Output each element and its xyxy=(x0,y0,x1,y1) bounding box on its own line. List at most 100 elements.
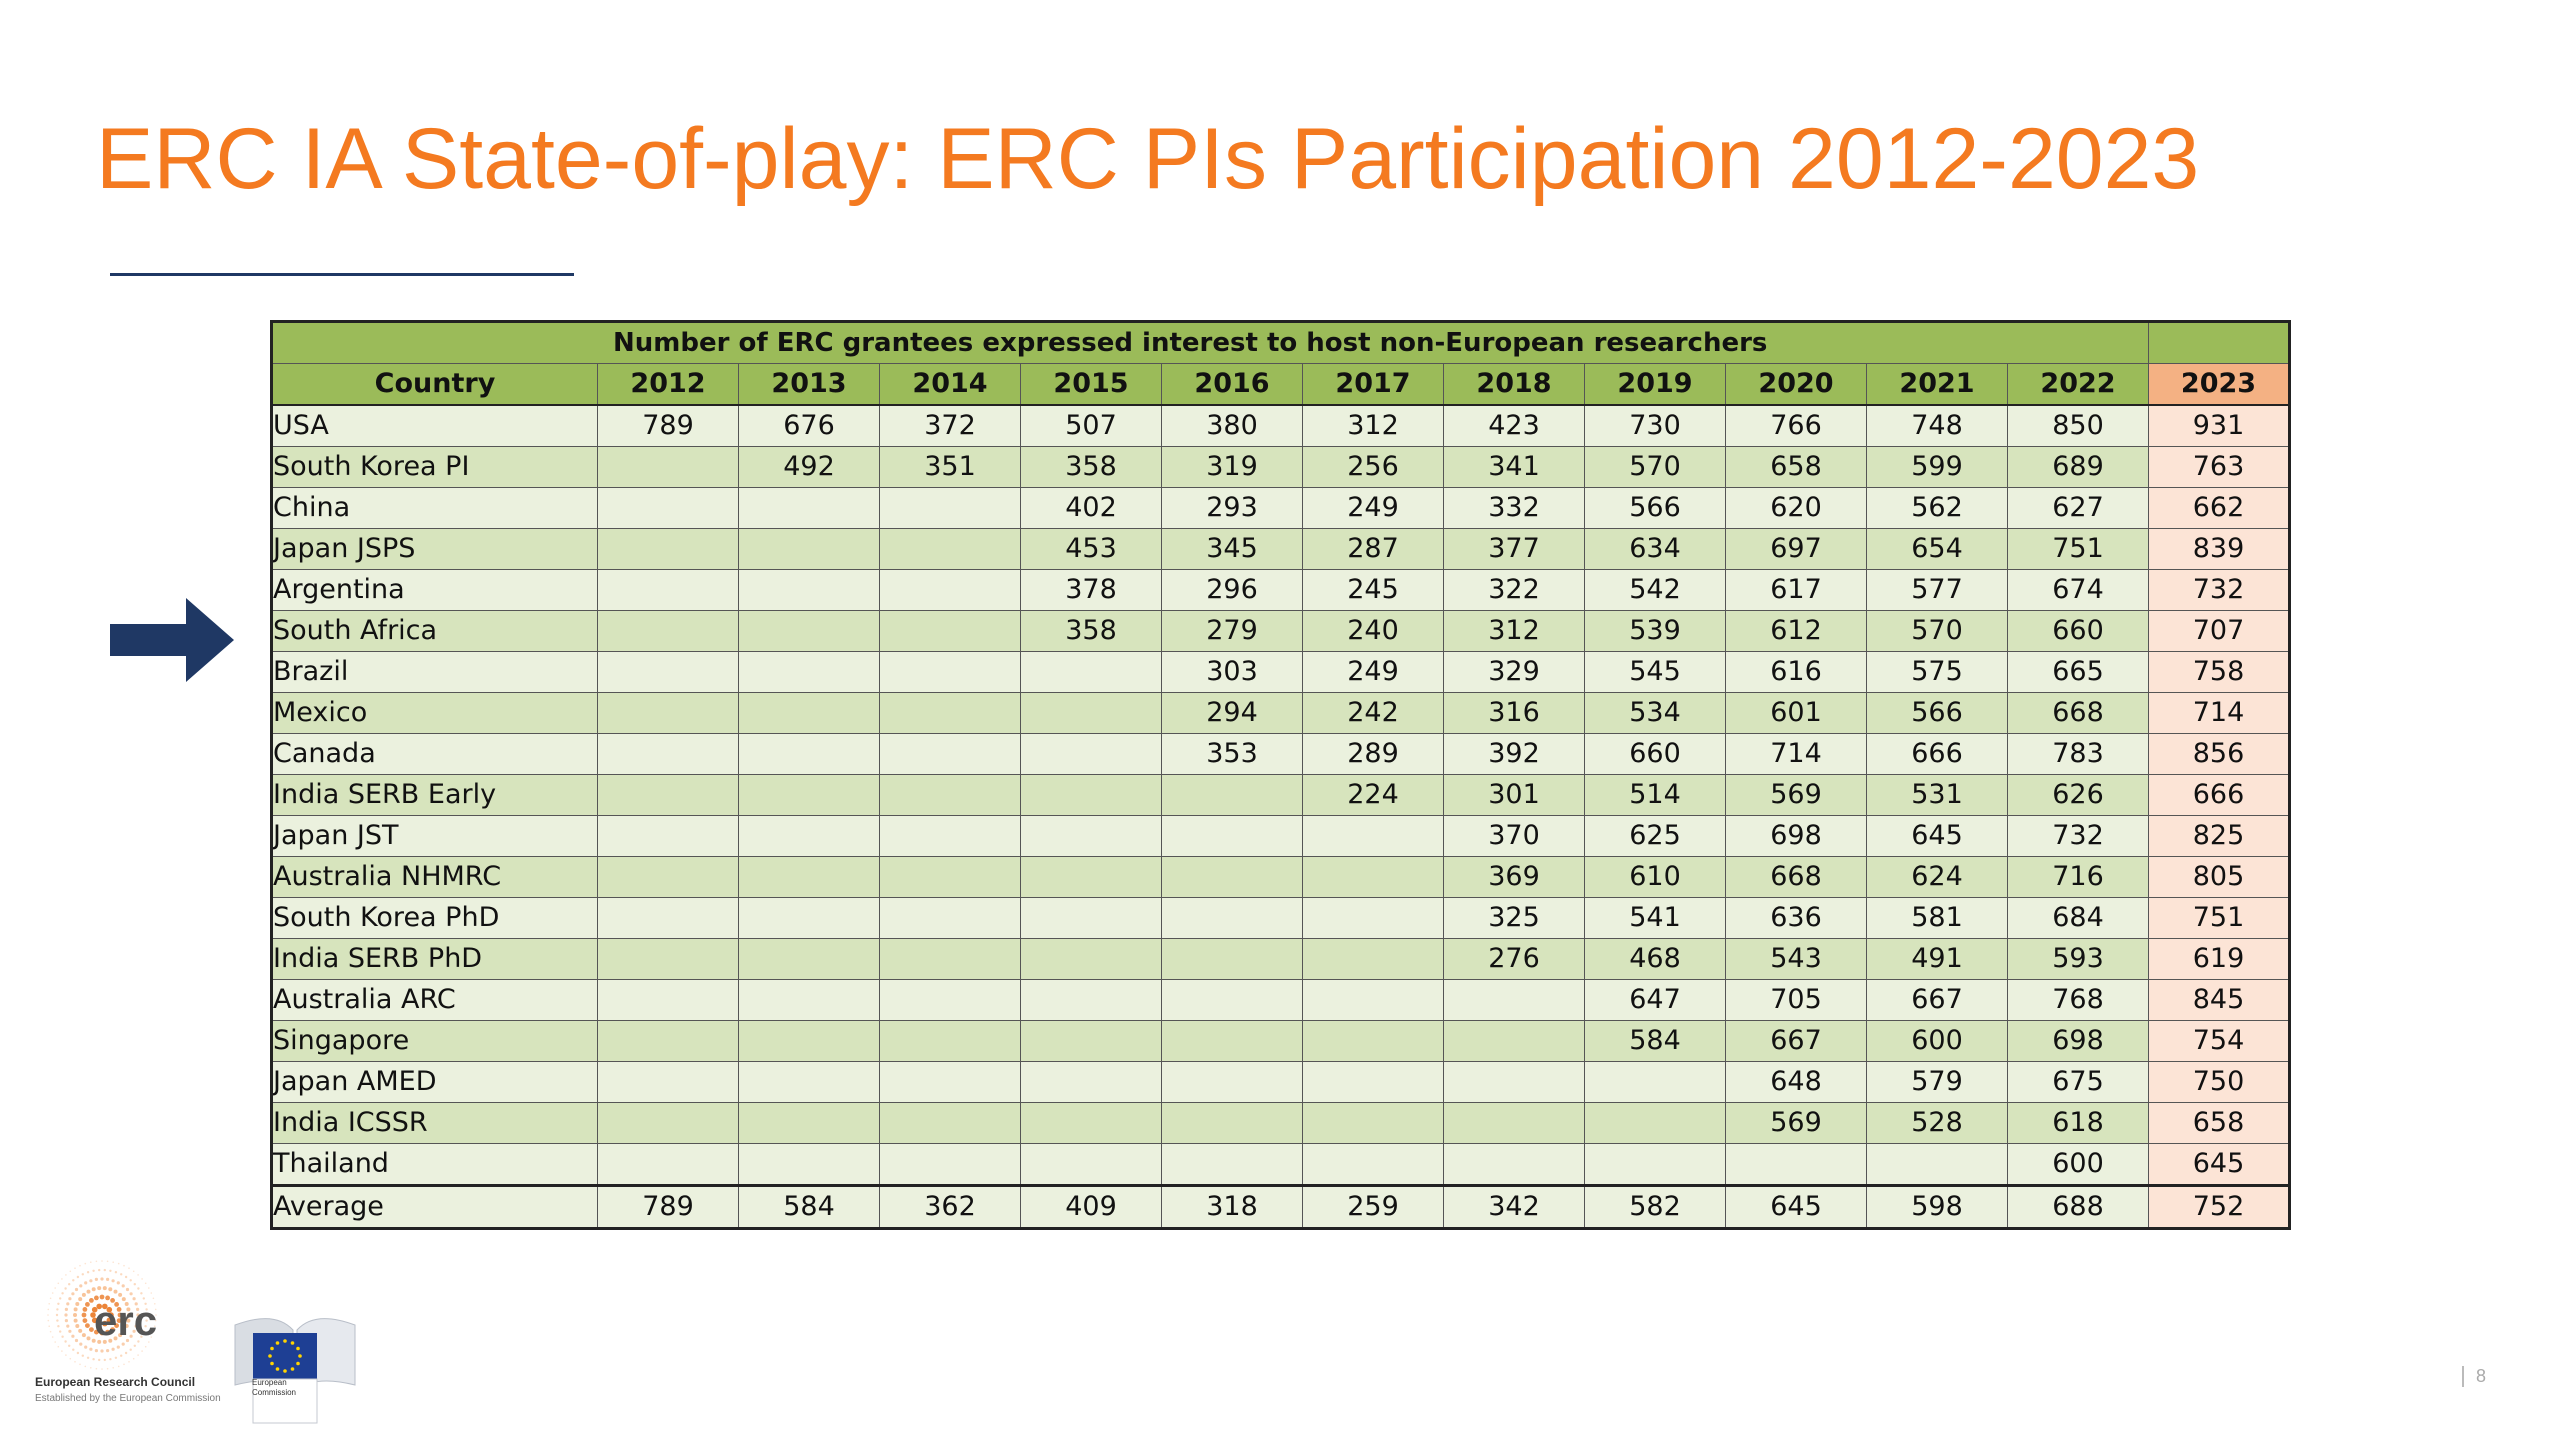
value-cell: 845 xyxy=(2148,979,2290,1021)
value-cell: 647 xyxy=(1584,979,1726,1021)
value-cell xyxy=(1020,1102,1162,1144)
value-cell: 660 xyxy=(2007,610,2149,652)
value-cell: 329 xyxy=(1443,651,1585,693)
value-cell: 539 xyxy=(1584,610,1726,652)
value-cell: 240 xyxy=(1302,610,1444,652)
value-cell xyxy=(1302,1102,1444,1144)
erc-tagline: Established by the European Commission xyxy=(35,1393,221,1404)
value-cell: 666 xyxy=(2148,774,2290,816)
table-row: India SERB Early 224 301 514 569 531 626 666 xyxy=(271,774,2290,816)
year-header: 2017 xyxy=(1302,363,1444,406)
value-cell: 491 xyxy=(1866,938,2008,980)
value-cell xyxy=(1584,1143,1726,1186)
value-cell: 279 xyxy=(1161,610,1303,652)
value-cell xyxy=(1161,774,1303,816)
year-header: 2016 xyxy=(1161,363,1303,406)
value-cell xyxy=(1161,1102,1303,1144)
value-cell: 636 xyxy=(1725,897,1867,939)
value-cell: 931 xyxy=(2148,404,2290,447)
value-cell xyxy=(1443,1102,1585,1144)
value-cell: 750 xyxy=(2148,1061,2290,1103)
value-cell: 658 xyxy=(1725,446,1867,488)
value-cell: 732 xyxy=(2007,815,2149,857)
value-cell: 276 xyxy=(1443,938,1585,980)
value-cell: 293 xyxy=(1161,487,1303,529)
average-cell: 584 xyxy=(738,1184,880,1229)
value-cell xyxy=(597,446,739,488)
value-cell xyxy=(738,610,880,652)
value-cell xyxy=(738,651,880,693)
value-cell: 758 xyxy=(2148,651,2290,693)
value-cell xyxy=(738,979,880,1021)
value-cell xyxy=(1443,1143,1585,1186)
value-cell xyxy=(879,1102,1021,1144)
value-cell: 377 xyxy=(1443,528,1585,570)
value-cell: 545 xyxy=(1584,651,1726,693)
value-cell xyxy=(1161,938,1303,980)
country-cell: Canada xyxy=(271,733,598,775)
value-cell: 599 xyxy=(1866,446,2008,488)
value-cell xyxy=(1161,1143,1303,1186)
value-cell: 492 xyxy=(738,446,880,488)
erc-logo xyxy=(47,1260,157,1370)
average-cell: 598 xyxy=(1866,1184,2008,1229)
value-cell xyxy=(879,528,1021,570)
value-cell xyxy=(1443,979,1585,1021)
value-cell: 378 xyxy=(1020,569,1162,611)
value-cell xyxy=(879,774,1021,816)
value-cell: 658 xyxy=(2148,1102,2290,1144)
value-cell xyxy=(1302,856,1444,898)
value-cell: 242 xyxy=(1302,692,1444,734)
table-title-blank-cell xyxy=(2148,321,2290,364)
title-underline xyxy=(110,273,574,276)
value-cell xyxy=(879,1061,1021,1103)
value-cell xyxy=(1020,1061,1162,1103)
value-cell: 697 xyxy=(1725,528,1867,570)
value-cell xyxy=(738,733,880,775)
value-cell xyxy=(879,1020,1021,1062)
average-cell: 342 xyxy=(1443,1184,1585,1229)
value-cell xyxy=(1020,1020,1162,1062)
value-cell: 566 xyxy=(1584,487,1726,529)
value-cell: 617 xyxy=(1725,569,1867,611)
value-cell xyxy=(597,692,739,734)
value-cell xyxy=(738,815,880,857)
value-cell: 423 xyxy=(1443,404,1585,447)
value-cell: 754 xyxy=(2148,1020,2290,1062)
value-cell: 353 xyxy=(1161,733,1303,775)
value-cell xyxy=(1161,1061,1303,1103)
value-cell: 624 xyxy=(1866,856,2008,898)
participation-table: Number of ERC grantees expressed interes… xyxy=(270,320,2291,1230)
value-cell xyxy=(1161,979,1303,1021)
value-cell: 667 xyxy=(1866,979,2008,1021)
value-cell: 684 xyxy=(2007,897,2149,939)
country-cell: Singapore xyxy=(271,1020,598,1062)
value-cell: 654 xyxy=(1866,528,2008,570)
average-cell: 688 xyxy=(2007,1184,2149,1229)
value-cell: 593 xyxy=(2007,938,2149,980)
value-cell: 369 xyxy=(1443,856,1585,898)
value-cell xyxy=(738,528,880,570)
value-cell xyxy=(1302,938,1444,980)
value-cell xyxy=(597,487,739,529)
value-cell: 789 xyxy=(597,404,739,447)
value-cell: 322 xyxy=(1443,569,1585,611)
value-cell: 453 xyxy=(1020,528,1162,570)
value-cell: 618 xyxy=(2007,1102,2149,1144)
value-cell: 748 xyxy=(1866,404,2008,447)
value-cell: 600 xyxy=(2007,1143,2149,1186)
value-cell xyxy=(1302,979,1444,1021)
value-cell xyxy=(597,1061,739,1103)
average-cell: 645 xyxy=(1725,1184,1867,1229)
value-cell: 625 xyxy=(1584,815,1726,857)
value-cell: 468 xyxy=(1584,938,1726,980)
year-header: 2013 xyxy=(738,363,880,406)
value-cell: 714 xyxy=(1725,733,1867,775)
table-row: Argentina 378 296 245 322 542 617 577 674 732 xyxy=(271,569,2290,611)
value-cell: 674 xyxy=(2007,569,2149,611)
value-cell: 301 xyxy=(1443,774,1585,816)
country-cell: India ICSSR xyxy=(271,1102,598,1144)
value-cell: 689 xyxy=(2007,446,2149,488)
country-cell: India SERB PhD xyxy=(271,938,598,980)
value-cell: 619 xyxy=(2148,938,2290,980)
